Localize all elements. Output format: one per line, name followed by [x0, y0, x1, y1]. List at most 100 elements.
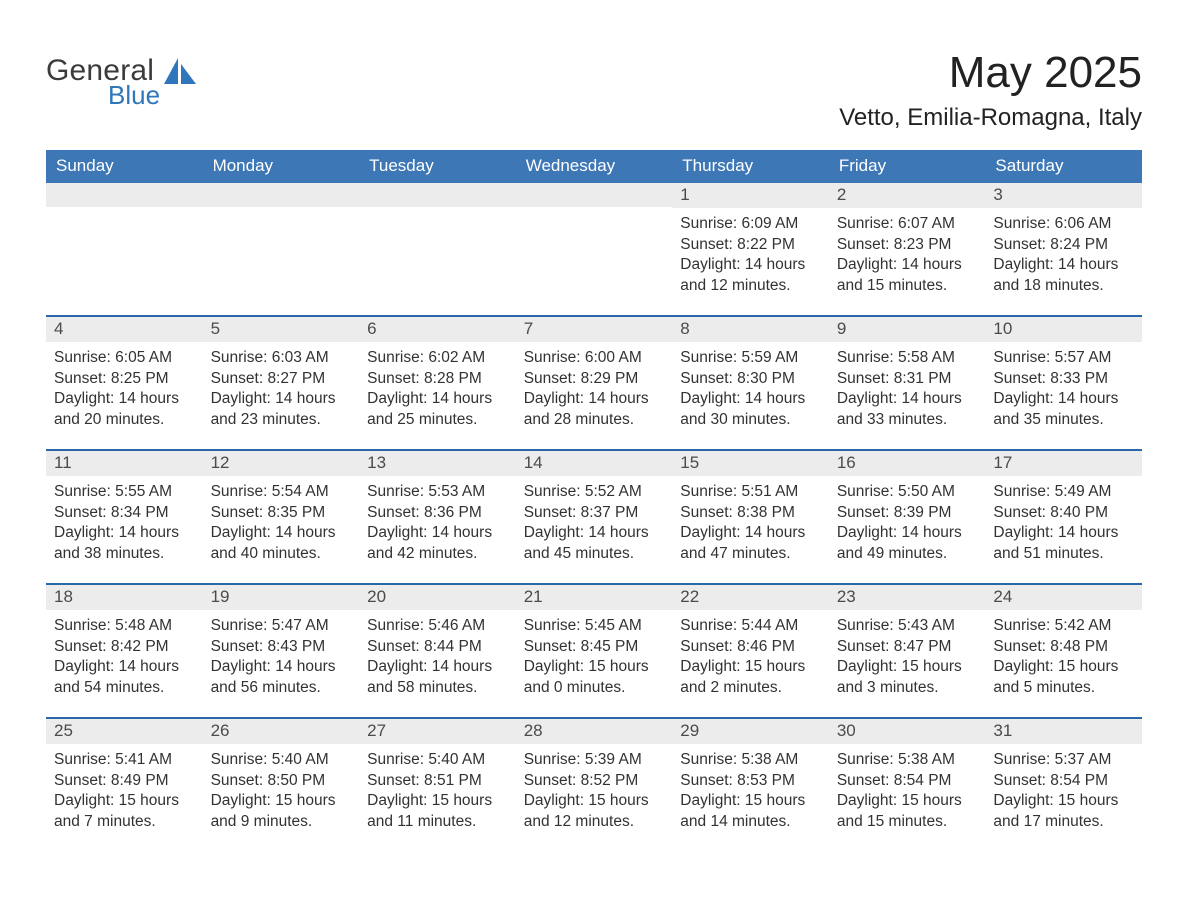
daylight-label: Daylight:: [993, 256, 1058, 273]
sunset-value: 8:54 PM: [894, 772, 952, 789]
calendar-cell: [46, 183, 203, 315]
sunrise-label: Sunrise:: [837, 751, 898, 768]
sunrise-label: Sunrise:: [680, 349, 741, 366]
daylight: Daylight: 15 hours and 5 minutes.: [993, 657, 1134, 698]
sunset-label: Sunset:: [837, 772, 894, 789]
calendar-page: General Blue May 2025 Vetto, Emilia-Roma…: [0, 0, 1188, 881]
day-number: 19: [203, 585, 360, 610]
sunrise: Sunrise: 6:07 AM: [837, 214, 978, 234]
daylight: Daylight: 15 hours and 9 minutes.: [211, 791, 352, 832]
sunrise-label: Sunrise:: [211, 483, 272, 500]
sunset: Sunset: 8:22 PM: [680, 235, 821, 255]
sunrise-value: 5:59 AM: [741, 349, 798, 366]
sunrise-label: Sunrise:: [524, 751, 585, 768]
sunrise-value: 5:41 AM: [115, 751, 172, 768]
sunrise-value: 5:42 AM: [1055, 617, 1112, 634]
sunrise: Sunrise: 6:03 AM: [211, 348, 352, 368]
sunset-label: Sunset:: [837, 638, 894, 655]
calendar-cell: 8Sunrise: 5:59 AMSunset: 8:30 PMDaylight…: [672, 317, 829, 449]
daylight-label: Daylight:: [524, 792, 589, 809]
day-number: [46, 183, 203, 207]
day-number: 16: [829, 451, 986, 476]
sunset-label: Sunset:: [524, 772, 581, 789]
sunset-value: 8:34 PM: [111, 504, 169, 521]
sunset: Sunset: 8:50 PM: [211, 771, 352, 791]
sunrise-value: 5:43 AM: [898, 617, 955, 634]
sunrise-value: 5:58 AM: [898, 349, 955, 366]
calendar-cell: 7Sunrise: 6:00 AMSunset: 8:29 PMDaylight…: [516, 317, 673, 449]
day-number: 23: [829, 585, 986, 610]
day-number: 24: [985, 585, 1142, 610]
sunset-label: Sunset:: [524, 504, 581, 521]
daylight-label: Daylight:: [367, 658, 432, 675]
daylight: Daylight: 14 hours and 30 minutes.: [680, 389, 821, 430]
sunrise-value: 5:54 AM: [272, 483, 329, 500]
daylight-label: Daylight:: [993, 658, 1058, 675]
sunset-value: 8:30 PM: [737, 370, 795, 387]
sunrise: Sunrise: 5:50 AM: [837, 482, 978, 502]
sunset-label: Sunset:: [524, 370, 581, 387]
location-subtitle: Vetto, Emilia-Romagna, Italy: [839, 104, 1142, 132]
daylight-label: Daylight:: [993, 390, 1058, 407]
day-body: Sunrise: 5:49 AMSunset: 8:40 PMDaylight:…: [985, 476, 1142, 568]
sunset-label: Sunset:: [211, 638, 268, 655]
sunset: Sunset: 8:30 PM: [680, 369, 821, 389]
daylight: Daylight: 14 hours and 25 minutes.: [367, 389, 508, 430]
calendar-cell: 4Sunrise: 6:05 AMSunset: 8:25 PMDaylight…: [46, 317, 203, 449]
sunrise: Sunrise: 5:41 AM: [54, 750, 195, 770]
day-number: 29: [672, 719, 829, 744]
calendar-cell: 13Sunrise: 5:53 AMSunset: 8:36 PMDayligh…: [359, 451, 516, 583]
day-number: [516, 183, 673, 207]
sunset: Sunset: 8:38 PM: [680, 503, 821, 523]
sunset-value: 8:39 PM: [894, 504, 952, 521]
sunset: Sunset: 8:54 PM: [993, 771, 1134, 791]
calendar-cell: 25Sunrise: 5:41 AMSunset: 8:49 PMDayligh…: [46, 719, 203, 851]
daylight: Daylight: 15 hours and 17 minutes.: [993, 791, 1134, 832]
calendar-cell: 5Sunrise: 6:03 AMSunset: 8:27 PMDaylight…: [203, 317, 360, 449]
sunset-label: Sunset:: [993, 504, 1050, 521]
daylight-label: Daylight:: [993, 792, 1058, 809]
sunset-label: Sunset:: [680, 772, 737, 789]
day-number: 1: [672, 183, 829, 208]
sunset-label: Sunset:: [367, 504, 424, 521]
sunset-value: 8:37 PM: [581, 504, 639, 521]
sunrise: Sunrise: 6:06 AM: [993, 214, 1134, 234]
calendar-cell: 1Sunrise: 6:09 AMSunset: 8:22 PMDaylight…: [672, 183, 829, 315]
daylight: Daylight: 14 hours and 47 minutes.: [680, 523, 821, 564]
sunset: Sunset: 8:49 PM: [54, 771, 195, 791]
sunset: Sunset: 8:45 PM: [524, 637, 665, 657]
daylight: Daylight: 14 hours and 35 minutes.: [993, 389, 1134, 430]
sunset-value: 8:24 PM: [1050, 236, 1108, 253]
day-number: 12: [203, 451, 360, 476]
calendar-cell: 20Sunrise: 5:46 AMSunset: 8:44 PMDayligh…: [359, 585, 516, 717]
dow-friday: Friday: [829, 150, 986, 183]
day-number: 13: [359, 451, 516, 476]
sunrise-label: Sunrise:: [211, 617, 272, 634]
sunrise: Sunrise: 6:00 AM: [524, 348, 665, 368]
day-number: 21: [516, 585, 673, 610]
sunrise: Sunrise: 5:44 AM: [680, 616, 821, 636]
calendar-cell: 29Sunrise: 5:38 AMSunset: 8:53 PMDayligh…: [672, 719, 829, 851]
sunset-label: Sunset:: [837, 236, 894, 253]
sunset-label: Sunset:: [680, 504, 737, 521]
day-number: 20: [359, 585, 516, 610]
sunset-label: Sunset:: [54, 638, 111, 655]
sunrise-value: 6:07 AM: [898, 215, 955, 232]
daylight: Daylight: 14 hours and 40 minutes.: [211, 523, 352, 564]
day-body: Sunrise: 5:38 AMSunset: 8:54 PMDaylight:…: [829, 744, 986, 836]
sunrise: Sunrise: 5:52 AM: [524, 482, 665, 502]
sunrise-value: 5:48 AM: [115, 617, 172, 634]
daylight: Daylight: 15 hours and 11 minutes.: [367, 791, 508, 832]
sunrise-value: 5:51 AM: [741, 483, 798, 500]
daylight-label: Daylight:: [211, 390, 276, 407]
daylight-label: Daylight:: [680, 524, 745, 541]
calendar-cell: 16Sunrise: 5:50 AMSunset: 8:39 PMDayligh…: [829, 451, 986, 583]
calendar-cell: 27Sunrise: 5:40 AMSunset: 8:51 PMDayligh…: [359, 719, 516, 851]
daylight-label: Daylight:: [837, 524, 902, 541]
day-body: Sunrise: 5:40 AMSunset: 8:50 PMDaylight:…: [203, 744, 360, 836]
calendar-cell: [203, 183, 360, 315]
daylight: Daylight: 14 hours and 56 minutes.: [211, 657, 352, 698]
sunrise-label: Sunrise:: [524, 483, 585, 500]
sunrise: Sunrise: 5:42 AM: [993, 616, 1134, 636]
sunset: Sunset: 8:28 PM: [367, 369, 508, 389]
